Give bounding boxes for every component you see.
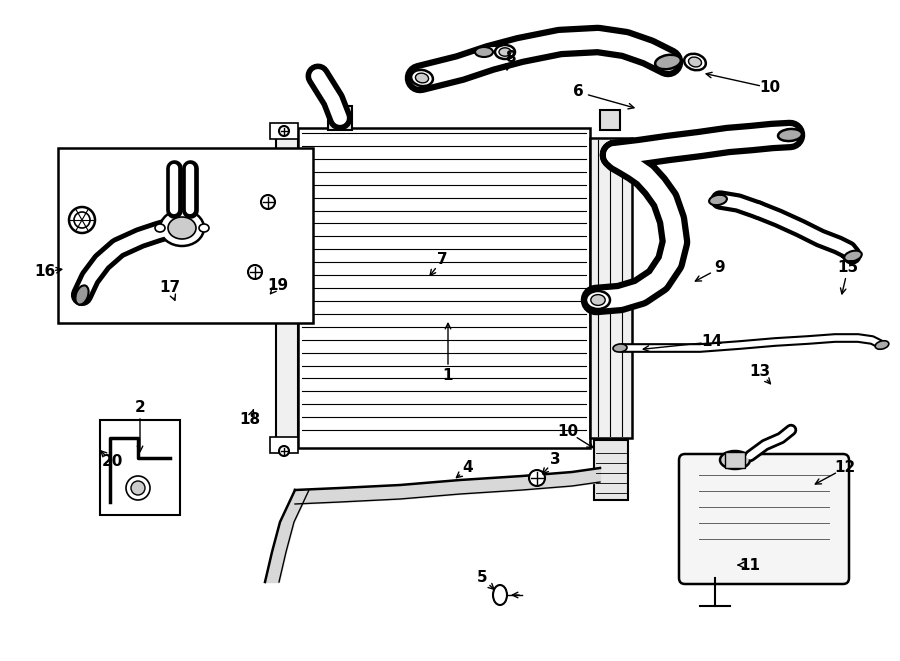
Ellipse shape: [709, 195, 727, 205]
Ellipse shape: [69, 207, 95, 233]
Bar: [594, 440, 628, 500]
Bar: [328, 106, 352, 130]
Text: 15: 15: [837, 260, 859, 276]
Ellipse shape: [590, 295, 605, 305]
Text: 5: 5: [477, 570, 487, 586]
Ellipse shape: [688, 57, 701, 67]
Text: 2: 2: [135, 401, 146, 416]
Ellipse shape: [155, 224, 165, 232]
Bar: [270, 437, 298, 453]
Ellipse shape: [720, 451, 750, 469]
Text: 17: 17: [159, 280, 181, 295]
Ellipse shape: [493, 585, 507, 605]
Circle shape: [529, 470, 545, 486]
Ellipse shape: [499, 48, 511, 56]
FancyBboxPatch shape: [679, 454, 849, 584]
Text: 8: 8: [505, 50, 516, 65]
Text: 12: 12: [834, 461, 856, 475]
Text: 18: 18: [239, 412, 261, 428]
Bar: [725, 452, 745, 468]
Ellipse shape: [416, 73, 428, 83]
Text: 19: 19: [267, 278, 289, 293]
Text: 14: 14: [701, 334, 723, 350]
Circle shape: [279, 446, 289, 456]
Ellipse shape: [199, 224, 209, 232]
Text: 1: 1: [443, 368, 454, 383]
Text: 13: 13: [750, 364, 770, 379]
Bar: [270, 123, 298, 139]
Text: 10: 10: [557, 424, 579, 440]
Ellipse shape: [168, 217, 196, 239]
Ellipse shape: [684, 54, 706, 70]
Bar: [276, 136, 298, 440]
Bar: [100, 420, 180, 515]
Text: 6: 6: [572, 85, 583, 100]
Ellipse shape: [844, 251, 862, 261]
Text: 9: 9: [715, 260, 725, 276]
Bar: [590, 138, 632, 438]
Text: 11: 11: [740, 557, 760, 572]
Text: 10: 10: [760, 81, 780, 95]
Bar: [600, 110, 620, 130]
Ellipse shape: [875, 340, 889, 349]
Ellipse shape: [495, 45, 515, 59]
Bar: [298, 128, 590, 448]
Ellipse shape: [411, 70, 433, 86]
Circle shape: [261, 195, 275, 209]
Ellipse shape: [655, 55, 681, 69]
Text: 16: 16: [34, 264, 56, 280]
Ellipse shape: [613, 344, 627, 352]
Circle shape: [279, 126, 289, 136]
Ellipse shape: [76, 286, 88, 305]
Ellipse shape: [586, 291, 610, 309]
Ellipse shape: [74, 212, 90, 228]
Ellipse shape: [778, 129, 802, 141]
Text: 7: 7: [436, 253, 447, 268]
Text: 3: 3: [550, 453, 561, 467]
Circle shape: [248, 265, 262, 279]
Circle shape: [126, 476, 150, 500]
Ellipse shape: [475, 47, 493, 57]
Circle shape: [131, 481, 145, 495]
Text: 20: 20: [102, 455, 122, 469]
Bar: [58, 148, 313, 323]
Text: 4: 4: [463, 461, 473, 475]
Ellipse shape: [160, 210, 204, 246]
